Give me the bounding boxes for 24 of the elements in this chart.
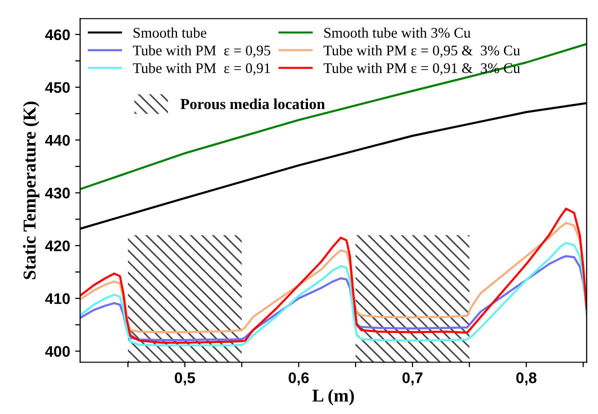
line-series <box>80 222 584 334</box>
x-tick-label: 0,8 <box>516 372 536 386</box>
line-series <box>80 242 587 346</box>
y-tick-label: 450 <box>45 82 70 93</box>
y-tick-label: 460 <box>45 29 70 40</box>
y-axis-title: Static Temperature (K) <box>22 102 40 280</box>
line-series <box>80 42 587 190</box>
y-tick-label: 400 <box>45 346 70 357</box>
y-tick-label: 420 <box>45 240 70 252</box>
y-tick-label: 440 <box>45 134 70 146</box>
y-tick-label: 410 <box>45 293 70 304</box>
legend-label: Smooth tube with 3% Cu <box>324 27 471 38</box>
y-tick-label: 430 <box>45 188 70 199</box>
x-tick-label: 0,6 <box>288 372 309 386</box>
x-tick-label: 0,5 <box>174 372 196 386</box>
legend-label: Tube with PM ε = 0,91 <box>132 62 270 76</box>
legend-label: Smooth tube <box>134 27 206 38</box>
legend-label: Tube with PM ε = 0,95 <box>132 45 270 58</box>
line-series <box>80 255 587 342</box>
legend-label: Porous media location <box>180 98 325 110</box>
x-axis-title: L (m) <box>312 388 354 406</box>
x-tick-label: 0,7 <box>402 372 422 386</box>
legend-label: Tube with PM ε = 0,95 & 3% Cu <box>324 45 520 58</box>
line-series <box>80 208 587 344</box>
